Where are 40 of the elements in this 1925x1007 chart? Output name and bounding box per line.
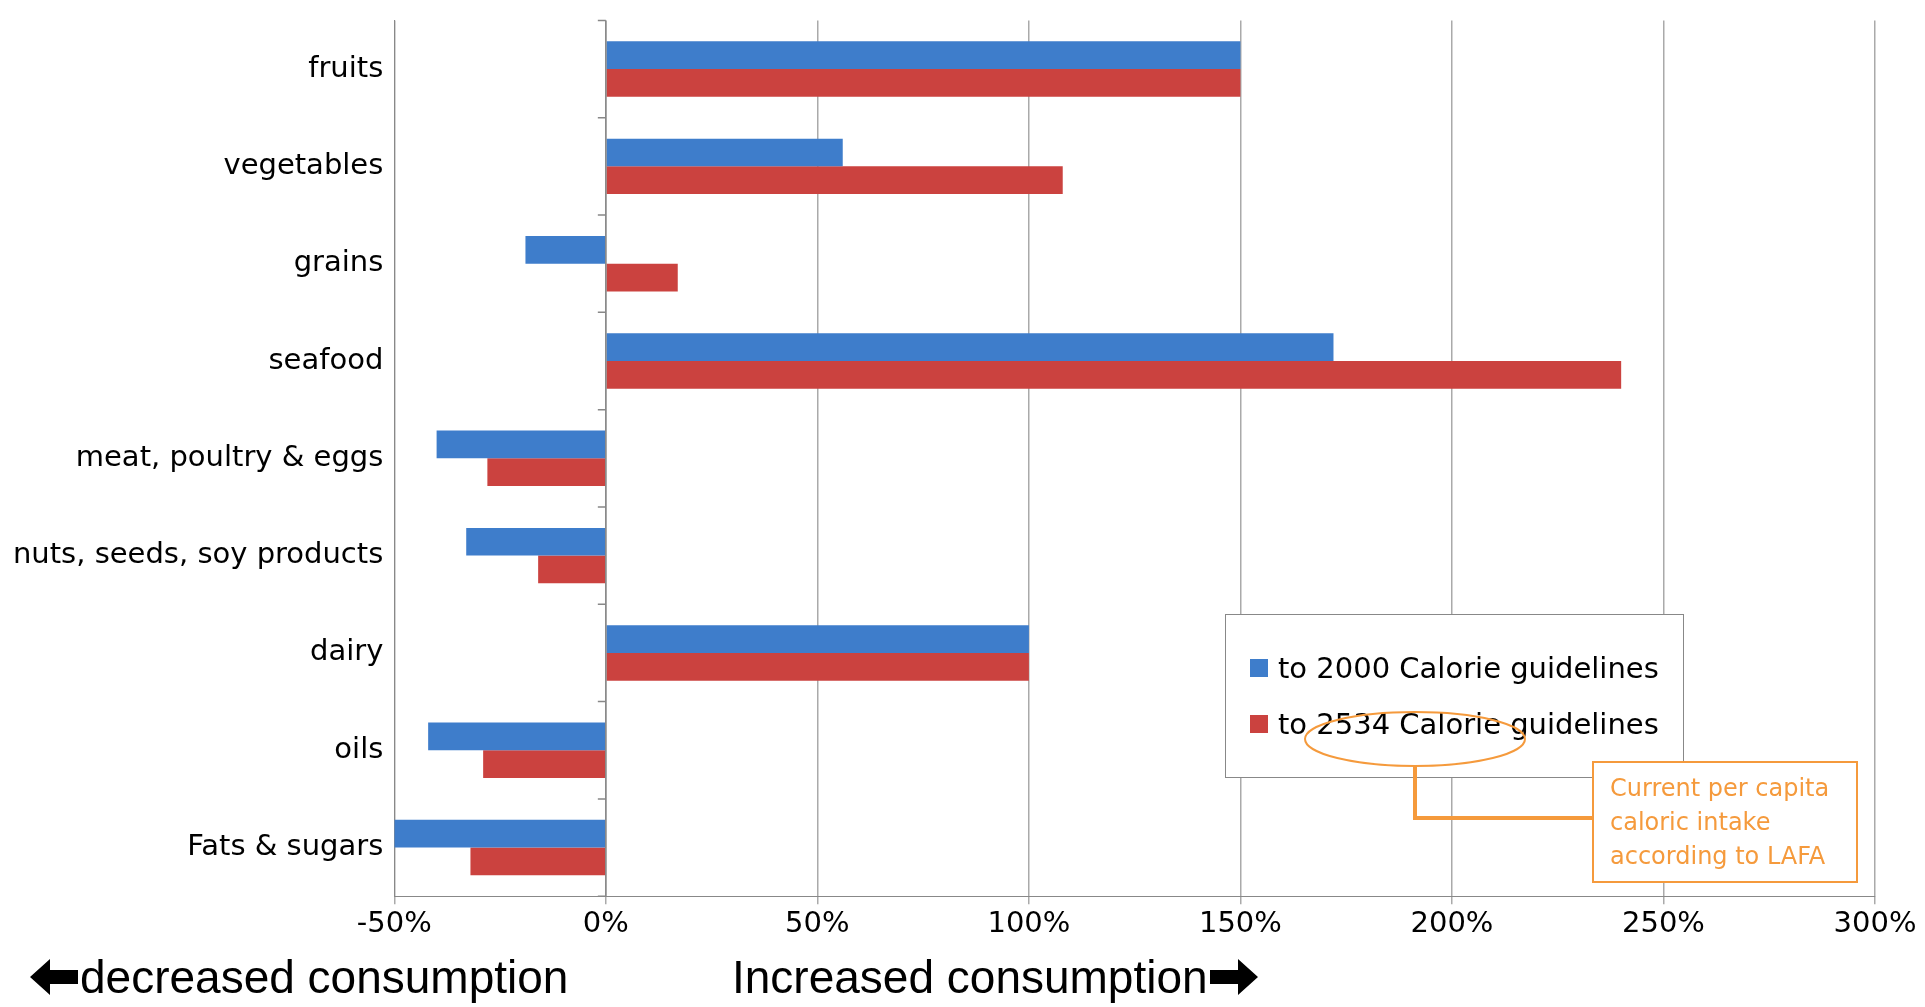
bar bbox=[487, 458, 606, 487]
bar bbox=[466, 527, 606, 556]
bar bbox=[436, 430, 606, 459]
x-tick-label: 50% bbox=[785, 905, 850, 940]
x-tick-label: 250% bbox=[1622, 905, 1705, 940]
bar bbox=[606, 138, 843, 167]
x-tick-label: 300% bbox=[1833, 905, 1917, 940]
bar bbox=[606, 333, 1334, 361]
bar bbox=[606, 360, 1622, 389]
bar bbox=[483, 750, 606, 778]
y-tick-label: meat, poultry & eggs bbox=[75, 438, 384, 473]
legend-label: to 2000 Calorie guidelines bbox=[1278, 651, 1659, 685]
bar bbox=[606, 69, 1241, 97]
legend-label: to 2534 Calorie guidelines bbox=[1278, 707, 1659, 741]
y-tick-label: seafood bbox=[268, 341, 384, 376]
y-tick-label: vegetables bbox=[223, 146, 384, 181]
y-tick-label: nuts, seeds, soy products bbox=[12, 536, 384, 571]
bar bbox=[606, 41, 1241, 70]
text: Increased consumption bbox=[732, 950, 1208, 1004]
annotation: Current per capita caloric intake according to LAFA bbox=[1592, 761, 1858, 883]
x-tick-label: 100% bbox=[987, 905, 1071, 940]
x-tick-label: 150% bbox=[1198, 905, 1282, 940]
bar bbox=[394, 819, 606, 848]
y-tick-label: dairy bbox=[309, 633, 384, 668]
y-tick-label: Fats & sugars bbox=[187, 828, 384, 863]
bar bbox=[470, 847, 606, 876]
bar bbox=[525, 235, 606, 264]
bar bbox=[538, 555, 606, 584]
x-tick-label: 200% bbox=[1410, 905, 1494, 940]
bar bbox=[606, 652, 1029, 681]
y-tick-label: fruits bbox=[308, 49, 384, 84]
bar bbox=[606, 166, 1063, 195]
bar bbox=[606, 625, 1029, 653]
y-tick-label: oils bbox=[334, 730, 384, 765]
y-tick-label: grains bbox=[293, 244, 384, 279]
bar bbox=[606, 263, 678, 292]
x-tick-label: 0% bbox=[582, 905, 629, 940]
bar bbox=[428, 722, 606, 751]
x-tick-label: -50% bbox=[356, 905, 432, 940]
text: decreased consumption bbox=[80, 950, 569, 1004]
